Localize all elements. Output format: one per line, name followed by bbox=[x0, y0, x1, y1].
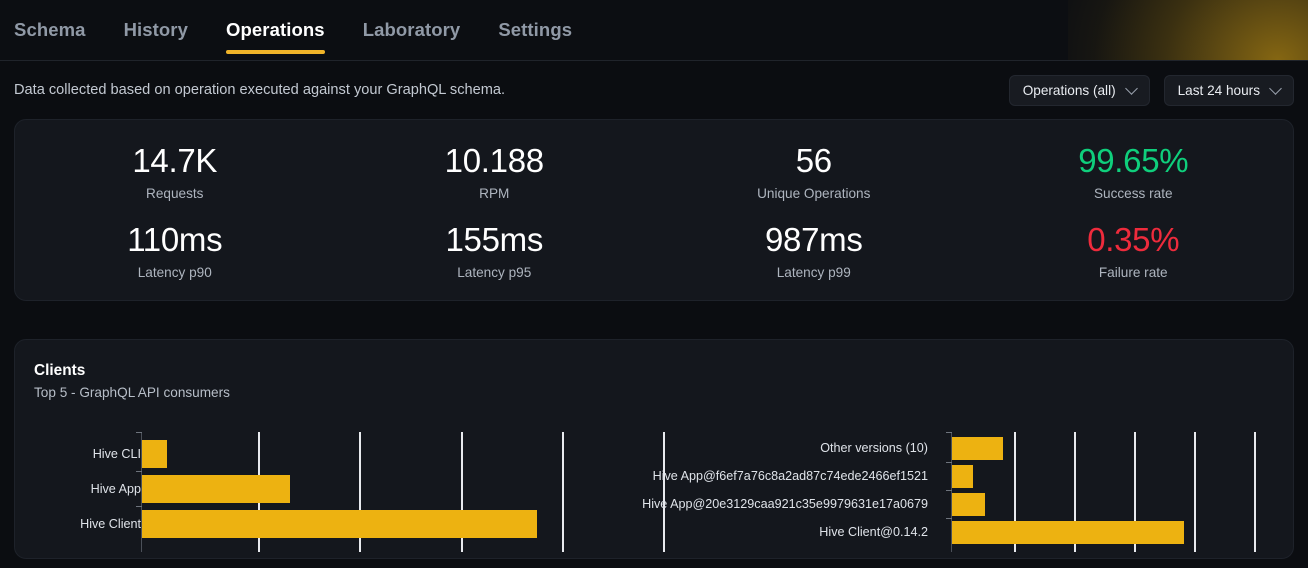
filter-controls: Operations (all) Last 24 hours bbox=[1008, 74, 1294, 106]
operations-filter-value: Operations (all) bbox=[1022, 82, 1116, 98]
tab-operations[interactable]: Operations bbox=[207, 0, 344, 60]
chart-bar[interactable] bbox=[952, 436, 1003, 460]
chart-category-label: Hive Client bbox=[80, 516, 141, 531]
chart-bar-rows: Other versions (10) Hive App@f6ef7a76c8a2… bbox=[642, 431, 1274, 552]
clients-bar-chart[interactable]: Hive CLI Hive App Hive Client bbox=[34, 431, 665, 552]
chart-bar[interactable] bbox=[142, 439, 167, 468]
top-navbar: Schema History Operations Laboratory Set… bbox=[0, 0, 1308, 61]
axis-tick bbox=[136, 471, 142, 473]
period-filter-value: Last 24 hours bbox=[1177, 82, 1260, 98]
axis-tick bbox=[946, 490, 952, 492]
tab-history-label: History bbox=[123, 19, 189, 40]
chart-bar[interactable] bbox=[952, 520, 1184, 544]
stat-latency-p99-label: Latency p99 bbox=[776, 264, 851, 280]
stat-success-rate: 99.65% Success rate bbox=[974, 142, 1294, 201]
chevron-down-icon bbox=[1269, 81, 1282, 95]
clients-charts: Hive CLI Hive App Hive Client Other versio… bbox=[34, 431, 1274, 552]
axis-tick bbox=[946, 431, 952, 433]
tab-history[interactable]: History bbox=[105, 0, 207, 60]
chart-axis-line bbox=[951, 431, 952, 552]
gridline bbox=[1074, 431, 1076, 552]
stat-success-rate-label: Success rate bbox=[1093, 185, 1173, 201]
chart-category-label: Hive App@f6ef7a76c8a2ad87c74ede2466ef152… bbox=[652, 469, 928, 484]
client-versions-bar-chart[interactable]: Other versions (10) Hive App@f6ef7a76c8a2… bbox=[642, 431, 1274, 552]
chart-bar[interactable] bbox=[142, 509, 537, 538]
chart-bar[interactable] bbox=[142, 474, 290, 503]
tab-schema[interactable]: Schema bbox=[14, 0, 105, 60]
stat-latency-p90: 110ms Latency p90 bbox=[15, 221, 335, 280]
axis-tick bbox=[136, 506, 142, 508]
axis-tick bbox=[946, 462, 952, 464]
chevron-down-icon bbox=[1124, 81, 1138, 95]
tab-settings[interactable]: Settings bbox=[479, 0, 591, 60]
operations-filter-dropdown[interactable]: Operations (all) bbox=[1008, 74, 1150, 106]
stat-failure-rate-value: 0.35% bbox=[1087, 220, 1180, 258]
stat-latency-p95-value: 155ms bbox=[445, 220, 544, 258]
gridline bbox=[359, 431, 361, 552]
tab-schema-label: Schema bbox=[14, 19, 86, 40]
stat-failure-rate-label: Failure rate bbox=[1098, 264, 1168, 280]
stat-requests: 14.7K Requests bbox=[15, 142, 335, 201]
gridline bbox=[1254, 431, 1256, 552]
stat-latency-p99-value: 987ms bbox=[764, 220, 863, 258]
chart-axis-line bbox=[141, 431, 142, 552]
axis-tick bbox=[946, 518, 952, 520]
nav-tab-list: Schema History Operations Laboratory Set… bbox=[0, 0, 1308, 60]
tab-operations-label: Operations bbox=[226, 19, 325, 40]
stat-failure-rate: 0.35% Failure rate bbox=[974, 221, 1294, 280]
clients-card: Clients Top 5 - GraphQL API consumers Hi… bbox=[14, 338, 1294, 559]
page-subheader: Data collected based on operation execut… bbox=[0, 61, 1308, 119]
chart-category-label: Other versions (10) bbox=[820, 441, 928, 456]
gridline bbox=[1134, 431, 1136, 552]
stats-grid: 14.7K Requests 10.188 RPM 56 Unique Oper… bbox=[15, 142, 1293, 280]
gridline bbox=[1194, 431, 1196, 552]
gridline bbox=[562, 431, 564, 552]
chart-category-label: Hive Client@0.14.2 bbox=[819, 525, 928, 540]
stat-latency-p90-value: 110ms bbox=[127, 220, 223, 258]
clients-subtitle: Top 5 - GraphQL API consumers bbox=[34, 384, 230, 400]
period-filter-dropdown[interactable]: Last 24 hours bbox=[1163, 74, 1294, 106]
stat-unique-operations-label: Unique Operations bbox=[757, 185, 871, 201]
chart-bar[interactable] bbox=[952, 492, 985, 516]
stat-requests-label: Requests bbox=[146, 185, 204, 201]
stat-requests-value: 14.7K bbox=[132, 142, 218, 179]
stat-latency-p99: 987ms Latency p99 bbox=[654, 221, 974, 280]
chart-bar[interactable] bbox=[952, 464, 973, 488]
gridline bbox=[461, 431, 463, 552]
chart-category-label: Hive App@20e3129caa921c35e9979631e17a067… bbox=[642, 497, 928, 512]
chart-bar-rows: Hive CLI Hive App Hive Client bbox=[34, 431, 654, 552]
stat-unique-operations: 56 Unique Operations bbox=[654, 142, 974, 201]
page-description: Data collected based on operation execut… bbox=[14, 82, 506, 98]
tab-laboratory[interactable]: Laboratory bbox=[344, 0, 480, 60]
stat-rpm: 10.188 RPM bbox=[335, 142, 655, 201]
tab-settings-label: Settings bbox=[498, 19, 573, 40]
stat-latency-p95-label: Latency p95 bbox=[457, 264, 532, 280]
stat-unique-operations-value: 56 bbox=[795, 142, 832, 179]
stat-latency-p90-label: Latency p90 bbox=[137, 264, 212, 280]
stats-summary-card: 14.7K Requests 10.188 RPM 56 Unique Oper… bbox=[14, 119, 1294, 301]
stat-rpm-label: RPM bbox=[479, 185, 510, 201]
chart-category-label: Hive CLI bbox=[92, 446, 141, 461]
gridline bbox=[663, 431, 665, 552]
stat-latency-p95: 155ms Latency p95 bbox=[335, 221, 655, 280]
stat-rpm-value: 10.188 bbox=[444, 142, 544, 179]
axis-tick bbox=[136, 431, 142, 433]
stat-success-rate-value: 99.65% bbox=[1078, 142, 1189, 179]
tab-laboratory-label: Laboratory bbox=[362, 19, 461, 40]
chart-category-label: Hive App bbox=[90, 481, 141, 496]
clients-title: Clients bbox=[34, 361, 86, 379]
gridline bbox=[1014, 431, 1016, 552]
